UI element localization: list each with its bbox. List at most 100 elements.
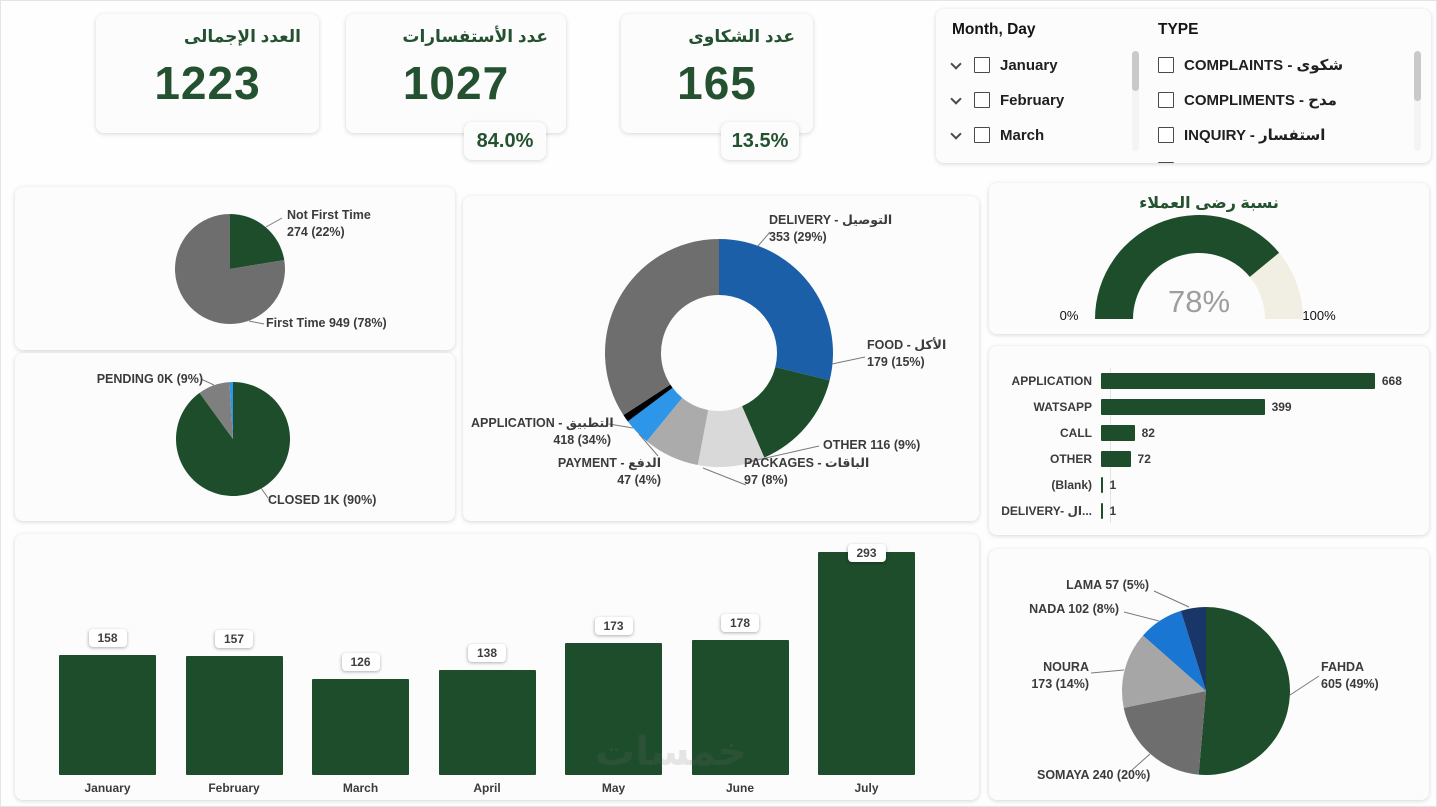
bar-call[interactable] [1101,425,1135,441]
bar-application[interactable] [1101,373,1375,389]
slice-PACKAGES - الباقات[interactable] [646,397,709,466]
callout-line1: SOMAYA 240 (20%) [1037,768,1151,782]
bar-category-label: CALL [1060,426,1092,440]
column-month-label: April [473,781,501,795]
pie-agent-chart [1090,590,1320,775]
checkbox-february[interactable] [974,92,990,108]
bar-value-label: 1 [1109,478,1117,492]
column-april[interactable] [438,669,536,775]
slice-PAYMENT - الدفع[interactable] [627,387,683,442]
callout-lama: LAMA 57 (5%) [1019,577,1149,594]
callout-line1: FOOD - الأكل [867,338,947,352]
kpi-title-total: العدد الإجمالى [183,27,301,46]
bar-other[interactable] [1101,451,1131,467]
month-scrollbar-track[interactable] [1132,51,1139,151]
column-month-label: March [342,781,379,795]
filter-label-march[interactable]: March [1000,126,1045,144]
column-value-badge: 178 [720,613,760,632]
column-june[interactable] [691,639,789,775]
filter-label-complaints[interactable]: COMPLAINTS - شكوى [1184,57,1344,74]
bar-value-label: 668 [1381,374,1402,388]
type-scrollbar-thumb[interactable] [1414,51,1421,101]
callout-leader-line [1090,669,1125,674]
column-march[interactable] [312,679,409,775]
checkbox-january[interactable] [974,57,990,73]
checkbox-partial[interactable] [1158,162,1174,163]
slice-NADA[interactable] [1142,610,1206,691]
filter-label-inquiry[interactable]: INQUIRY - استفسار [1184,127,1326,144]
slice-PENDING[interactable] [199,382,233,439]
column-july[interactable] [818,552,915,775]
callout-line2: 418 (34%) [553,433,611,447]
callout-line2: 274 (22%) [287,225,345,239]
callout-application: APPLICATION - التطبيق 418 (34%) [471,415,614,449]
callout-line1: PACKAGES - الباقات [744,456,870,470]
callout-fahda: FAHDA 605 (49%) [1321,659,1379,693]
filter-panel: Month, Day January February March TYPE C… [936,9,1431,163]
slice-unlabeled[interactable] [229,382,233,439]
kpi-title-complaints: عدد الشكاوى [688,27,795,46]
chevron-down-icon[interactable] [950,57,962,70]
month-scrollbar-thumb[interactable] [1132,51,1139,91]
slice-FAHDA[interactable] [1198,607,1290,775]
callout-line1: PAYMENT - الدفع [557,456,661,470]
slice-FOOD - الأكل[interactable] [742,366,830,458]
slice-APPLICATION - التطبيق[interactable] [605,239,719,416]
callout-line2: 179 (15%) [867,355,925,369]
column-value-badge: 157 [214,629,254,648]
callout-pending: PENDING 0K (9%) [65,371,203,388]
slice-First Time[interactable] [175,214,285,324]
filter-label-february[interactable]: February [1000,91,1065,109]
bar-category-label: APPLICATION [1011,374,1092,388]
kpi-value-complaints: 165 [677,57,757,109]
column-february[interactable] [185,655,283,775]
chevron-down-icon[interactable] [950,127,962,140]
bar-delivery-[interactable] [1101,503,1103,519]
filter-label-compliments[interactable]: COMPLIMENTS - مدح [1184,92,1337,109]
checkbox-inquiry[interactable] [1158,127,1174,143]
checkbox-complaints[interactable] [1158,57,1174,73]
checkbox-compliments[interactable] [1158,92,1174,108]
callout-noura: NOURA 173 (14%) [1009,659,1089,693]
callout-line2: 605 (49%) [1321,677,1379,691]
filter-month-header: Month, Day [952,21,1036,38]
chevron-down-icon[interactable] [950,92,962,105]
callout-line1: OTHER 116 (9%) [823,438,921,452]
callout-line2: 97 (8%) [744,473,788,487]
slice-NOURA[interactable] [1122,635,1206,708]
callout-line1: APPLICATION - التطبيق [471,416,614,430]
gauge-title: نسبة رضى العملاء [1139,195,1279,212]
callout-leader-line [702,467,747,486]
monthly-columns-area: 158 January 157 February 126 March 138 April 173… [15,534,979,800]
bar-watsapp[interactable] [1101,399,1265,415]
callout-first-time: First Time 949 (78%) [266,315,387,332]
column-may[interactable] [565,643,662,775]
slice-SOMAYA[interactable] [1123,691,1206,775]
bar-value-label: 82 [1141,426,1155,440]
bar--blank-[interactable] [1101,477,1103,493]
checkbox-march[interactable] [974,127,990,143]
callout-leader-line [1153,590,1190,608]
first-time-pie-card: Not First Time 274 (22%) First Time 949 … [15,187,455,350]
kpi-card-inquiries: عدد الأستفسارات 1027 [346,14,566,133]
satisfaction-gauge-card: نسبة رضى العملاء 78% 0% 100% [989,183,1429,334]
agent-pie-card: LAMA 57 (5%) NADA 102 (8%) NOURA 173 (14… [989,549,1429,800]
slice-LAMA[interactable] [1180,607,1206,691]
callout-packages: PACKAGES - الباقات 97 (8%) [744,455,869,489]
slice-DELIVERY - التوصيل[interactable] [719,239,833,381]
callout-line1: CLOSED 1K (90%) [268,493,377,507]
kpi-title-inquiries: عدد الأستفسارات [402,27,548,46]
slice-Not First Time[interactable] [230,214,285,269]
callout-line1: First Time 949 (78%) [266,316,387,330]
column-january[interactable] [59,654,156,775]
bar-category-label: DELIVERY- ال... [1001,504,1092,518]
filter-label-january[interactable]: January [1000,56,1058,74]
slice-OTHER[interactable] [697,406,765,468]
kpi-percent-complaints: 13.5% [721,122,799,160]
column-value-badge: 293 [847,544,886,562]
callout-leader-line [1131,753,1151,771]
callout-somaya: SOMAYA 240 (20%) [1037,767,1150,784]
bar-category-label: OTHER [1050,452,1092,466]
slice-unlabeled[interactable] [623,384,673,422]
type-scrollbar-track[interactable] [1414,51,1421,151]
